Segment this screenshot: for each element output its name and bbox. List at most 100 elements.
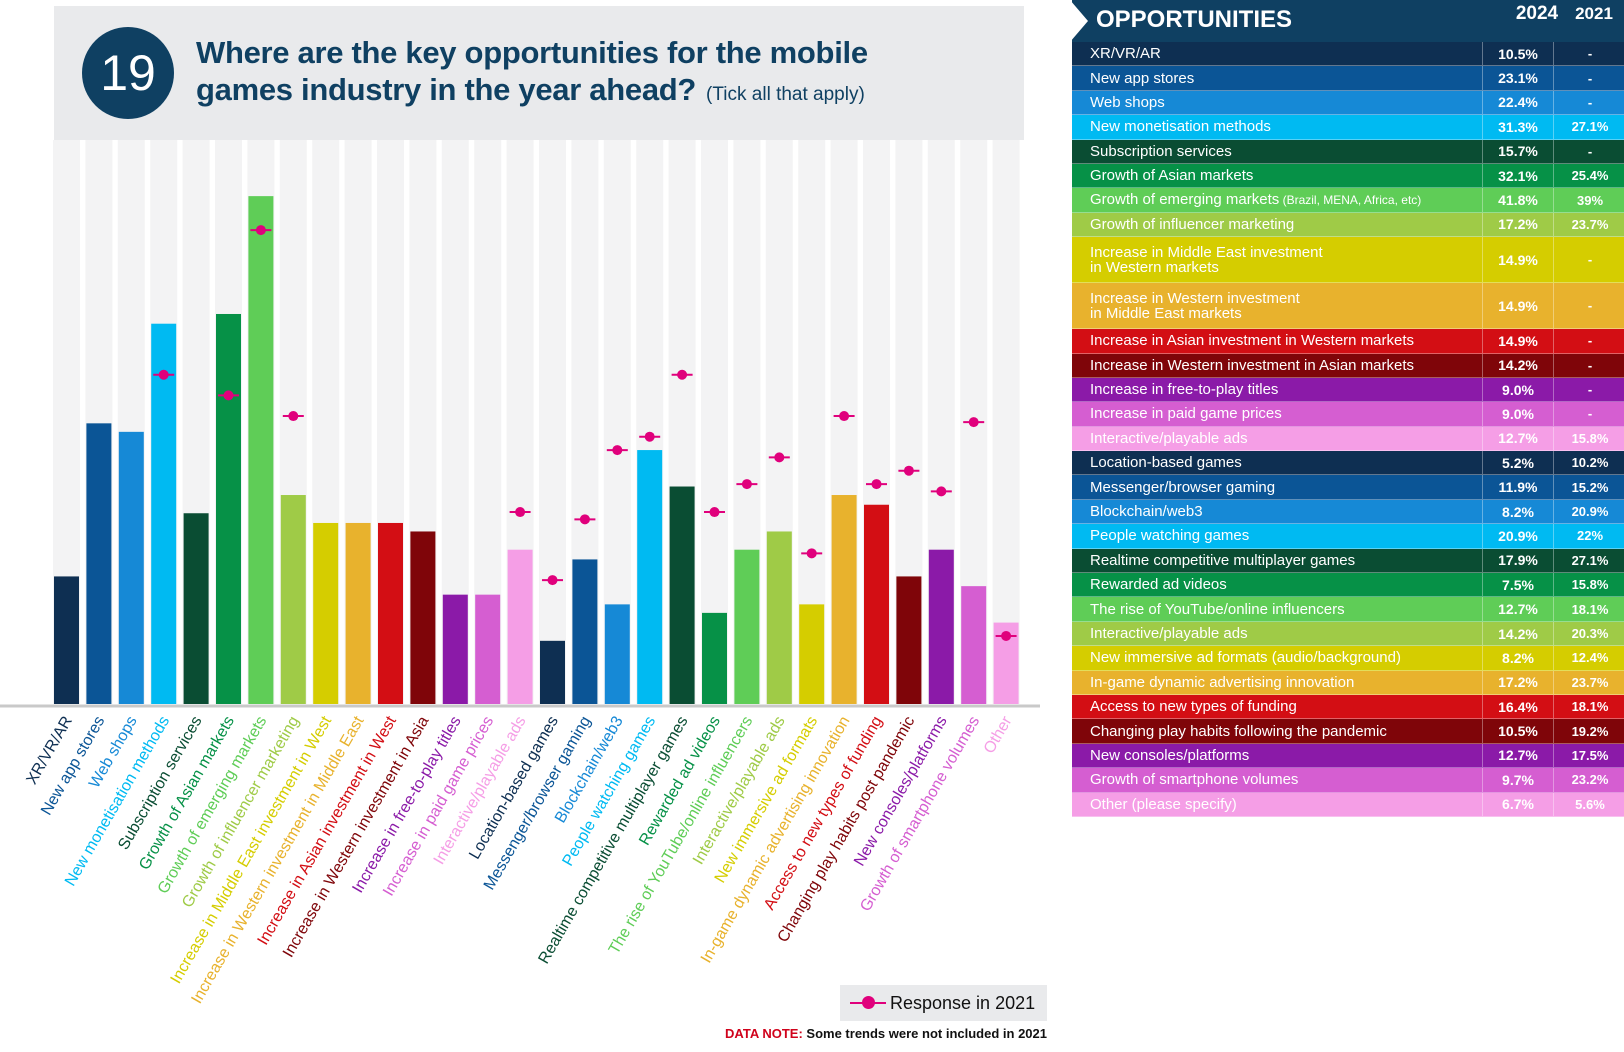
row-label: Increase in Western investment in Asian … [1072, 358, 1482, 373]
bar [896, 576, 922, 704]
row-label: Growth of Asian markets [1072, 168, 1482, 183]
row-label-text: People watching games [1090, 527, 1250, 545]
table-row: Blockchain/web3 8.2% 20.9% [1072, 499, 1624, 525]
value-2021: 12.4% [1553, 646, 1624, 670]
table-row: New consoles/platforms 12.7% 17.5% [1072, 743, 1624, 769]
value-2021: 15.8% [1553, 573, 1624, 597]
row-label-text: Increase in paid game prices [1090, 405, 1282, 423]
row-label: Increase in Western investment in Middle … [1072, 291, 1482, 321]
value-2021: 20.9% [1553, 499, 1624, 524]
row-label-text-2: in Middle East markets [1090, 304, 1242, 322]
row-label-text: New immersive ad formats (audio/backgrou… [1090, 649, 1401, 667]
value-2024: 14.9% [1482, 237, 1553, 283]
marker-2021-dot [903, 465, 914, 476]
marker-2021-dot [871, 479, 882, 490]
row-label-note: (Brazil, MENA, Africa, etc) [1279, 193, 1422, 208]
row-label-text: New monetisation methods [1090, 118, 1271, 136]
title-line-2: games industry in the year ahead? (Tick a… [196, 71, 996, 113]
bar [572, 559, 598, 704]
bar [961, 586, 987, 704]
value-2021: 39% [1553, 188, 1624, 212]
bar [345, 522, 371, 704]
x-tick-label: Other [981, 713, 1016, 757]
value-2021: 18.1% [1553, 597, 1624, 621]
marker-2021-dot [709, 507, 720, 518]
marker-2021-dot [223, 390, 234, 401]
table-row: Increase in Western investment in Asian … [1072, 353, 1624, 378]
table-row: Interactive/playable ads 12.7% 15.8% [1072, 426, 1624, 452]
bar [799, 604, 825, 704]
bar [831, 495, 857, 704]
value-2021: 23.2% [1553, 768, 1624, 792]
legend-dot-icon [862, 996, 875, 1009]
markers-2021 [153, 225, 1017, 641]
bar-track [701, 140, 728, 704]
value-2021: 25.4% [1553, 163, 1624, 188]
row-label: New immersive ad formats (audio/backgrou… [1072, 650, 1482, 665]
table-title: OPPORTUNITIES [1096, 6, 1293, 33]
row-label: Realtime competitive multiplayer games [1072, 553, 1482, 568]
row-label: New monetisation methods [1072, 119, 1482, 134]
value-2024: 17.9% [1482, 548, 1553, 573]
row-label: Increase in free-to-play titles [1072, 382, 1482, 397]
table-row: Growth of smartphone volumes 9.7% 23.2% [1072, 768, 1624, 793]
table-row: Growth of emerging markets (Brazil, MENA… [1072, 188, 1624, 213]
row-label: People watching games [1072, 528, 1482, 543]
value-2024: 17.2% [1482, 670, 1553, 694]
value-2024: 32.1% [1482, 163, 1553, 188]
table-rows: XR/VR/AR 10.5% - New app stores 23.1% - Web sh… [1072, 42, 1624, 817]
value-2021: 19.2% [1553, 719, 1624, 743]
value-2024: 9.7% [1482, 768, 1553, 792]
value-2024: 7.5% [1482, 573, 1553, 597]
table-row: Changing play habits following the pande… [1072, 719, 1624, 744]
value-2021: 17.5% [1553, 743, 1624, 768]
table-row: Increase in Asian investment in Western … [1072, 329, 1624, 354]
bar [507, 549, 533, 704]
row-label-text: Increase in Western investment [1090, 289, 1300, 307]
row-label: Blockchain/web3 [1072, 504, 1482, 519]
question-subtitle: (Tick all that apply) [706, 84, 865, 105]
value-2024: 31.3% [1482, 115, 1553, 139]
row-label-text: Growth of emerging markets [1090, 191, 1280, 209]
bar [54, 576, 79, 704]
bar [151, 323, 177, 704]
table-row: Location-based games 5.2% 10.2% [1072, 451, 1624, 476]
table-header: OPPORTUNITIES 2024 2021 [1070, 0, 1624, 42]
row-label: Web shops [1072, 95, 1482, 110]
value-2021: 18.1% [1553, 694, 1624, 719]
value-2024: 14.9% [1482, 283, 1553, 329]
value-2024: 23.1% [1482, 66, 1553, 90]
row-label: Messenger/browser gaming [1072, 480, 1482, 495]
bar [248, 196, 274, 704]
bar [637, 450, 663, 704]
marker-2021-dot [612, 445, 623, 456]
table-row: Increase in free-to-play titles 9.0% - [1072, 377, 1624, 403]
bar [442, 594, 468, 704]
table-row: Other (please specify) 6.7% 5.6% [1072, 792, 1624, 817]
value-2021: 5.6% [1553, 792, 1624, 816]
table-row: Access to new types of funding 16.4% 18.1% [1072, 694, 1624, 720]
value-2021: 23.7% [1553, 670, 1624, 694]
row-label-text: XR/VR/AR [1090, 45, 1161, 63]
row-label: New consoles/platforms [1072, 748, 1482, 763]
value-2021: - [1553, 329, 1624, 353]
bar [378, 522, 403, 704]
row-label-text: Rewarded ad videos [1090, 576, 1227, 594]
row-label-text: Growth of smartphone volumes [1090, 771, 1299, 789]
row-label-text: Changing play habits following the pande… [1090, 722, 1387, 740]
bar [183, 513, 209, 704]
row-label-text: Realtime competitive multiplayer games [1090, 551, 1356, 569]
table-row: Growth of influencer marketing 17.2% 23.7% [1072, 212, 1624, 238]
row-label-text: Increase in Middle East investment [1090, 243, 1323, 261]
bar [118, 431, 144, 704]
marker-2021-dot [1001, 630, 1012, 641]
data-note: DATA NOTE: Some trends were not included… [692, 1026, 1047, 1041]
table-row: In-game dynamic advertising innovation 17… [1072, 670, 1624, 695]
row-label-text: New consoles/platforms [1090, 746, 1250, 764]
marker-2021-dot [936, 486, 947, 497]
value-2021: 27.1% [1553, 548, 1624, 573]
value-2024: 6.7% [1482, 792, 1553, 816]
marker-2021-dot [579, 514, 590, 525]
